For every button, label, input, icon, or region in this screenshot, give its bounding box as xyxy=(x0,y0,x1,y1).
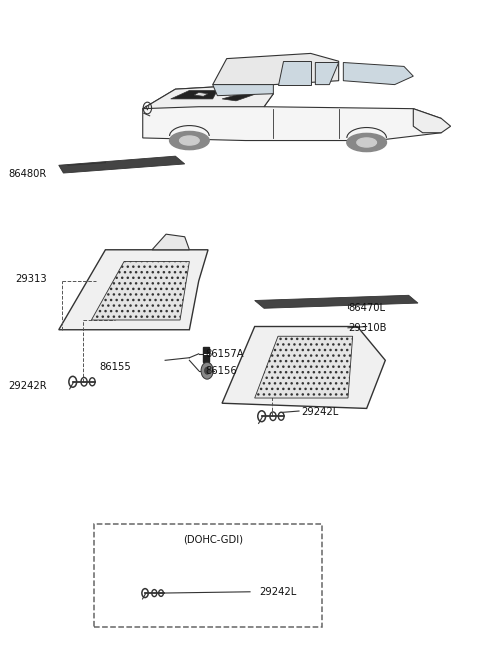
Ellipse shape xyxy=(347,133,386,151)
Text: (DOHC-GDI): (DOHC-GDI) xyxy=(183,535,243,545)
Text: 29310B: 29310B xyxy=(348,323,386,333)
Polygon shape xyxy=(343,63,413,85)
Polygon shape xyxy=(315,63,339,85)
Ellipse shape xyxy=(180,136,199,145)
Circle shape xyxy=(201,362,213,379)
Text: 86480R: 86480R xyxy=(9,168,47,179)
Polygon shape xyxy=(222,93,255,101)
Ellipse shape xyxy=(169,131,209,150)
Polygon shape xyxy=(143,85,441,140)
FancyBboxPatch shape xyxy=(94,524,323,627)
Polygon shape xyxy=(194,93,208,97)
Text: 86155: 86155 xyxy=(99,362,131,372)
Text: 29242R: 29242R xyxy=(9,381,47,391)
Polygon shape xyxy=(152,234,190,250)
Polygon shape xyxy=(59,250,208,330)
Text: 86156: 86156 xyxy=(206,366,238,375)
Polygon shape xyxy=(171,91,217,99)
Text: 29313: 29313 xyxy=(15,274,47,284)
Polygon shape xyxy=(59,156,185,173)
Bar xyxy=(203,347,208,362)
Polygon shape xyxy=(255,295,418,308)
Circle shape xyxy=(205,368,209,374)
Polygon shape xyxy=(413,108,451,133)
Polygon shape xyxy=(213,54,339,85)
Text: 29242L: 29242L xyxy=(259,587,297,597)
Polygon shape xyxy=(278,61,311,85)
Polygon shape xyxy=(213,85,273,96)
Polygon shape xyxy=(143,85,273,108)
Polygon shape xyxy=(222,326,385,408)
Text: 86157A: 86157A xyxy=(206,349,244,358)
Polygon shape xyxy=(91,261,190,320)
Polygon shape xyxy=(255,336,353,398)
Text: 29242L: 29242L xyxy=(301,407,338,417)
Text: 86470L: 86470L xyxy=(348,303,385,313)
Ellipse shape xyxy=(357,138,376,147)
